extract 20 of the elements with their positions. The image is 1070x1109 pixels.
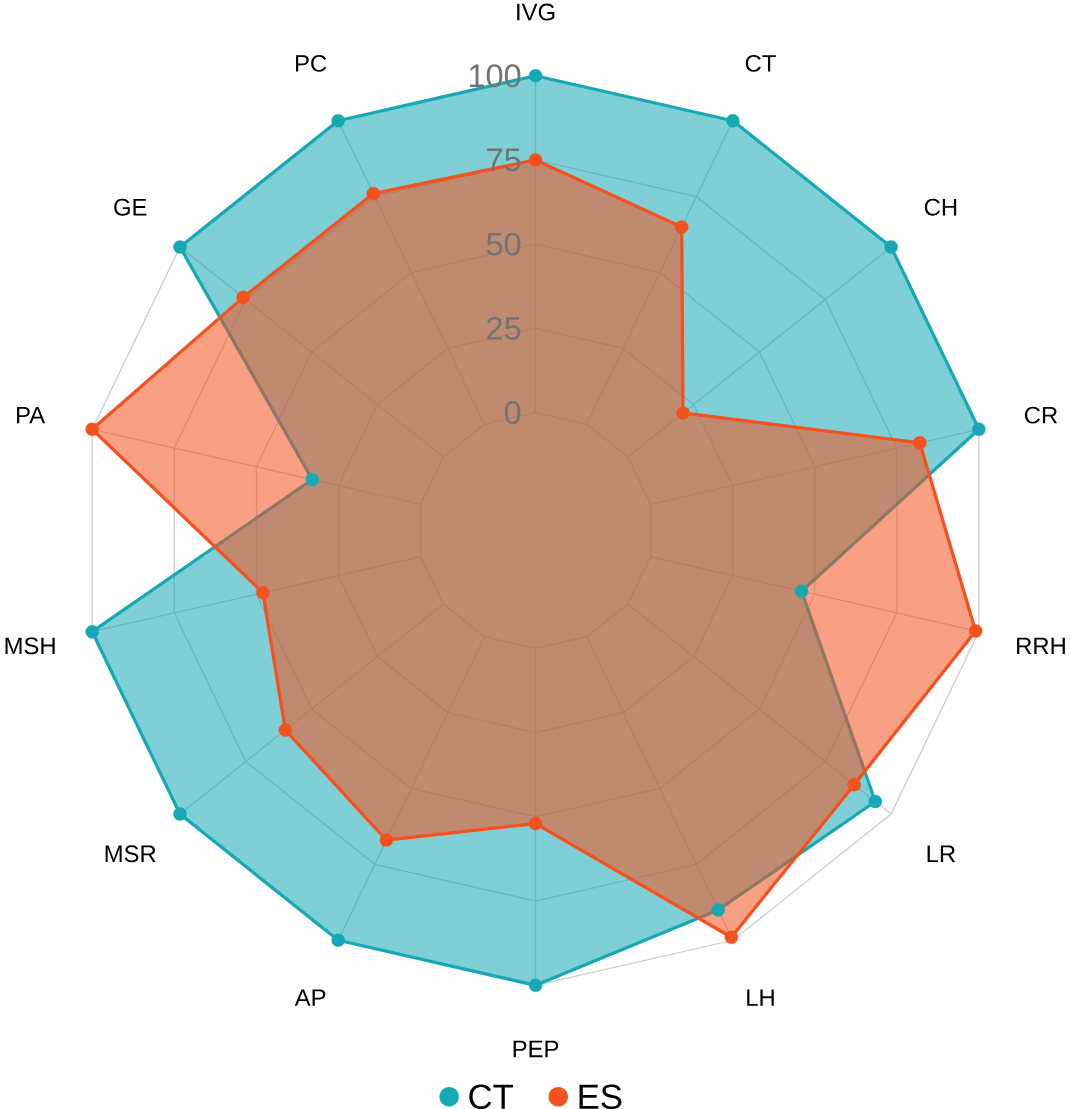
y-tick-label: 100: [469, 64, 521, 88]
spoke-label: PC: [295, 54, 327, 72]
legend-label: ES: [579, 1084, 622, 1109]
spoke-label: MSR: [105, 845, 156, 863]
spoke-label: GE: [113, 198, 147, 216]
y-tick-label: 0: [504, 401, 521, 425]
spoke-label: CR: [1024, 406, 1057, 424]
legend-label: CT: [469, 1084, 513, 1109]
spoke-label: PA: [16, 406, 45, 424]
spoke-label: LH: [746, 989, 774, 1006]
spoke-label: CH: [924, 198, 956, 216]
y-tick-label: 50: [486, 232, 521, 256]
spoke-label: PEP: [513, 1040, 558, 1058]
spoke-label: CT: [745, 54, 776, 72]
spoke-label: RRH: [1016, 637, 1065, 655]
y-tick-label: 25: [486, 316, 521, 340]
spoke-label: AP: [294, 989, 326, 1006]
spoke-label: IVG: [516, 3, 555, 21]
spoke-label: LR: [927, 845, 955, 862]
spoke-label: MSH: [5, 637, 55, 655]
